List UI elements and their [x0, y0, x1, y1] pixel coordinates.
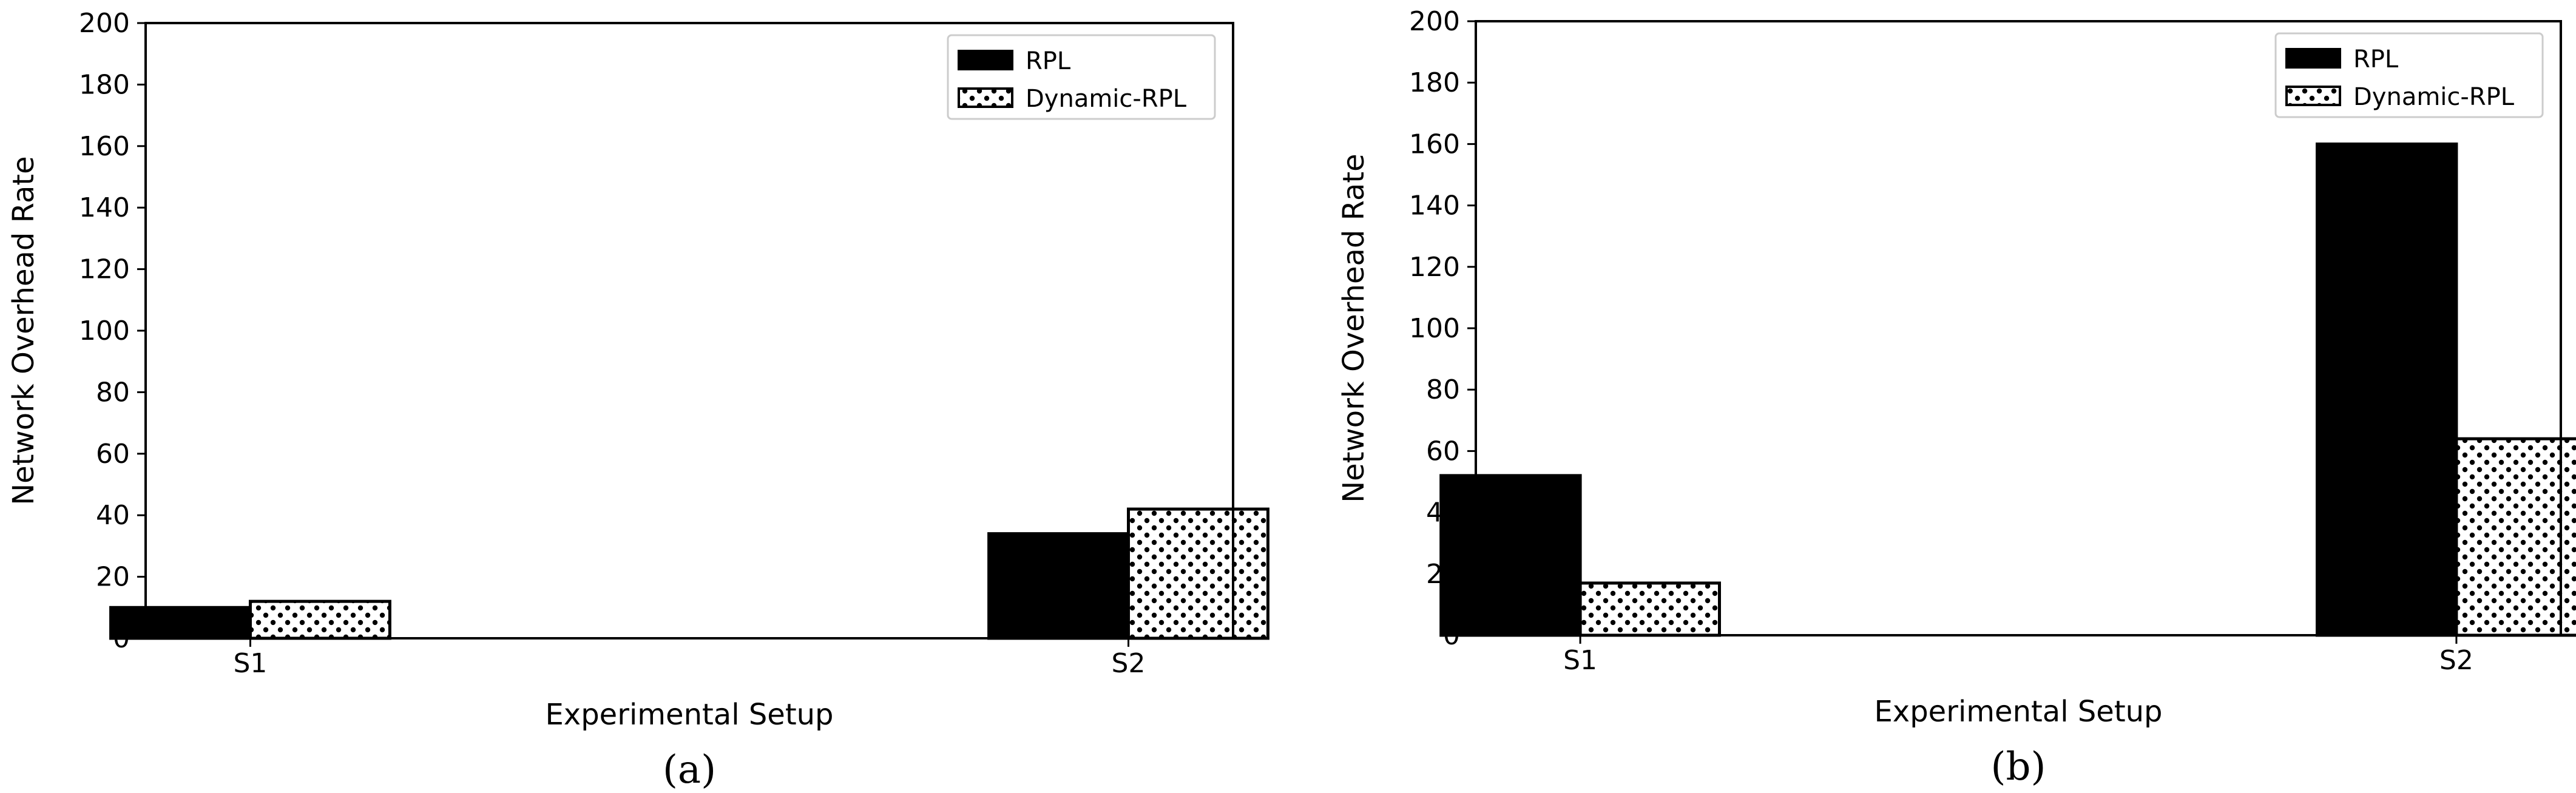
x-axis-label: Experimental Setup [545, 698, 833, 732]
y-tick-label: 20 [1426, 559, 1460, 590]
bar-dynamic-rpl-s2 [2455, 437, 2576, 637]
x-tick-label: S1 [234, 648, 268, 679]
bar-rpl-s1 [109, 606, 252, 640]
bar-dynamic-rpl-s2 [1127, 507, 1269, 640]
chart-panel-1: 0 20 40 60 80 100 120 140 160 180 200 S1 S2 Experimen… [7, 8, 1269, 792]
y-axis-label: Network Overhead Rate [1337, 154, 1371, 502]
legend-box [947, 34, 1216, 120]
x-axis-label: Experimental Setup [1874, 695, 2162, 729]
y-tick-label: 160 [1409, 129, 1460, 160]
y-tick-label: 40 [1426, 498, 1460, 528]
y-tick-label: 100 [79, 316, 130, 346]
legend-box [2274, 32, 2544, 118]
bar-dynamic-rpl-s1 [1578, 581, 1721, 637]
y-tick-label: 180 [79, 69, 130, 100]
bar-rpl-s2 [987, 532, 1131, 640]
y-tick-label: 140 [1409, 191, 1460, 221]
bar-rpl-s2 [2316, 142, 2458, 637]
y-tick-label: 120 [79, 254, 130, 285]
y-axis-label: Network Overhead Rate [7, 156, 41, 505]
y-tick-label: 100 [1409, 313, 1460, 344]
legend-label-dynamic-rpl: Dynamic-RPL [2353, 83, 2515, 111]
y-tick-label: 0 [1443, 620, 1460, 651]
x-tick-label: S1 [1563, 645, 1597, 676]
bar-dynamic-rpl-s1 [248, 599, 391, 640]
y-tick-label: 0 [113, 623, 130, 654]
y-tick-label: 60 [96, 439, 130, 470]
bar-rpl-s1 [1439, 474, 1582, 637]
y-tick-label: 120 [1409, 252, 1460, 283]
legend: RPL Dynamic-RPL [2274, 32, 2544, 118]
y-tick-label: 60 [1426, 436, 1460, 467]
legend-swatch-dynamic-rpl [958, 87, 1013, 108]
legend-swatch-dynamic-rpl [2285, 86, 2341, 106]
y-tick-label: 140 [79, 192, 130, 223]
legend-swatch-rpl [958, 50, 1013, 70]
y-tick-label: 180 [1409, 67, 1460, 98]
x-tick-label: S2 [1112, 648, 1146, 679]
y-tick-label: 20 [96, 562, 130, 593]
y-tick-label: 80 [1426, 374, 1460, 405]
y-tick-label: 200 [79, 8, 130, 39]
y-tick-label: 80 [96, 377, 130, 408]
panel-label: (b) [1991, 744, 2046, 789]
legend-label-rpl: RPL [2353, 46, 2399, 73]
y-tick-label: 200 [1409, 6, 1460, 37]
x-tick-label: S2 [2439, 645, 2473, 676]
y-tick-label: 160 [79, 131, 130, 162]
legend-label-dynamic-rpl: Dynamic-RPL [1026, 85, 1187, 113]
legend-label-rpl: RPL [1026, 47, 1071, 75]
chart-panel-2: 0 20 40 60 80 100 120 140 160 180 200 S1 S2 Experimen… [1337, 6, 2576, 789]
legend-swatch-rpl [2285, 48, 2341, 69]
y-tick-label: 40 [96, 500, 130, 531]
legend: RPL Dynamic-RPL [947, 34, 1216, 120]
panel-label: (a) [663, 747, 716, 792]
